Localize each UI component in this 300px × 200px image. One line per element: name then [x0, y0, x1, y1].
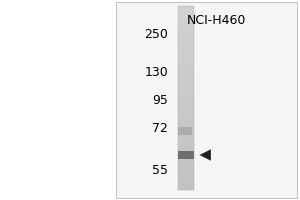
Bar: [178, 67, 194, 70]
Bar: [178, 110, 194, 113]
Bar: [178, 165, 194, 169]
Bar: [178, 18, 194, 21]
Bar: [178, 144, 194, 147]
Bar: [178, 132, 194, 135]
Bar: [178, 127, 192, 135]
Bar: [178, 178, 194, 181]
Bar: [178, 6, 194, 190]
Bar: [178, 61, 194, 64]
Bar: [178, 135, 194, 138]
Bar: [178, 40, 194, 43]
Bar: [178, 89, 194, 92]
Bar: [178, 15, 194, 18]
Bar: [178, 181, 194, 184]
Bar: [178, 83, 194, 86]
Bar: [178, 86, 194, 89]
Text: NCI-H460: NCI-H460: [186, 14, 246, 27]
Bar: [178, 80, 194, 83]
Bar: [178, 64, 194, 67]
Bar: [178, 119, 194, 123]
Bar: [178, 162, 194, 165]
Bar: [178, 95, 194, 98]
Bar: [178, 116, 194, 119]
Bar: [178, 55, 194, 58]
Bar: [178, 58, 194, 61]
Bar: [178, 6, 194, 9]
Text: 130: 130: [144, 66, 168, 79]
Bar: [178, 21, 194, 24]
Text: 72: 72: [152, 122, 168, 136]
Bar: [178, 101, 194, 104]
Bar: [178, 187, 194, 190]
Bar: [178, 123, 194, 126]
Bar: [178, 150, 194, 153]
Bar: [178, 129, 194, 132]
Bar: [178, 27, 194, 31]
Bar: [178, 113, 194, 116]
Bar: [178, 126, 194, 129]
Bar: [178, 46, 194, 49]
Bar: [178, 34, 194, 37]
Bar: [178, 43, 194, 46]
Bar: [178, 9, 194, 12]
Bar: [178, 12, 194, 15]
Bar: [178, 37, 194, 40]
Bar: [178, 49, 194, 52]
Bar: [178, 70, 194, 73]
Bar: [178, 77, 194, 80]
Bar: [178, 107, 194, 110]
Bar: [178, 184, 194, 187]
Bar: [178, 138, 194, 141]
Bar: [178, 172, 194, 175]
Bar: [178, 147, 194, 150]
Text: 250: 250: [144, 28, 168, 42]
Bar: [178, 141, 194, 144]
Bar: [116, 2, 297, 198]
Text: 95: 95: [152, 95, 168, 108]
Bar: [178, 153, 194, 156]
Bar: [178, 104, 194, 107]
Polygon shape: [200, 149, 211, 161]
Bar: [178, 31, 194, 34]
Bar: [178, 24, 194, 27]
Bar: [178, 156, 194, 159]
Bar: [178, 73, 194, 77]
Bar: [178, 169, 194, 172]
Text: 55: 55: [152, 164, 168, 178]
Bar: [178, 52, 194, 55]
Bar: [178, 151, 194, 159]
Bar: [178, 92, 194, 95]
Bar: [178, 175, 194, 178]
Bar: [178, 98, 194, 101]
Bar: [178, 159, 194, 162]
